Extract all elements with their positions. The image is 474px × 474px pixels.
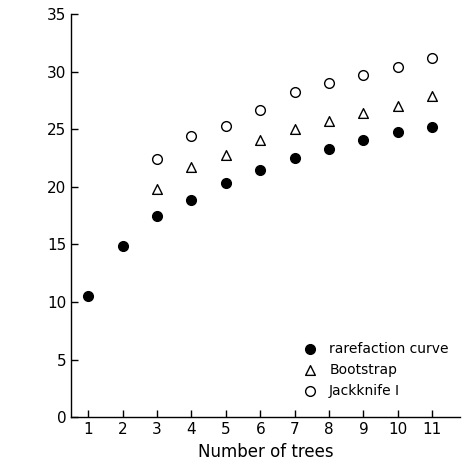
Bootstrap — [360, 109, 367, 117]
rarefaction curve — [291, 155, 299, 162]
rarefaction curve — [394, 128, 401, 136]
Jackknife I — [394, 64, 401, 71]
Bootstrap — [188, 164, 195, 171]
X-axis label: Number of trees: Number of trees — [198, 443, 333, 461]
Jackknife I — [428, 54, 436, 62]
Bootstrap — [325, 118, 333, 125]
Bootstrap — [153, 185, 161, 193]
Jackknife I — [188, 132, 195, 140]
rarefaction curve — [119, 242, 127, 249]
rarefaction curve — [222, 180, 230, 187]
rarefaction curve — [325, 145, 333, 153]
Jackknife I — [256, 106, 264, 114]
Bootstrap — [256, 136, 264, 144]
Jackknife I — [291, 89, 299, 96]
rarefaction curve — [84, 292, 92, 300]
Jackknife I — [153, 155, 161, 163]
Legend: rarefaction curve, Bootstrap, Jackknife I: rarefaction curve, Bootstrap, Jackknife … — [292, 338, 453, 402]
rarefaction curve — [360, 136, 367, 144]
rarefaction curve — [428, 123, 436, 131]
rarefaction curve — [256, 166, 264, 173]
rarefaction curve — [153, 212, 161, 219]
Jackknife I — [325, 80, 333, 87]
Bootstrap — [222, 151, 230, 158]
Bootstrap — [428, 92, 436, 100]
Bootstrap — [291, 126, 299, 133]
rarefaction curve — [188, 196, 195, 203]
Bootstrap — [394, 102, 401, 110]
Jackknife I — [360, 72, 367, 79]
Jackknife I — [222, 122, 230, 130]
